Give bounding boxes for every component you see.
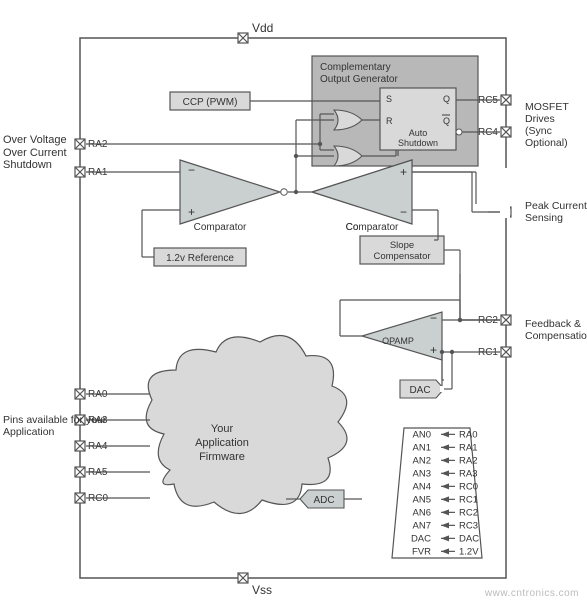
svg-text:−: − — [430, 311, 437, 325]
svg-text:R: R — [386, 116, 393, 126]
svg-text:+: + — [188, 205, 195, 219]
svg-text:Q: Q — [443, 94, 450, 104]
svg-text:Compensator: Compensator — [373, 251, 430, 262]
svg-text:−: − — [188, 163, 195, 177]
svg-text:Application: Application — [195, 437, 249, 449]
svg-text:AN6: AN6 — [413, 507, 431, 518]
svg-text:RA1: RA1 — [459, 442, 477, 453]
svg-text:DAC: DAC — [409, 385, 430, 396]
svg-text:RA3: RA3 — [459, 468, 477, 479]
svg-text:AN1: AN1 — [413, 442, 431, 453]
ext-label-feedback: Feedback & Compensation — [525, 318, 587, 342]
ext-label-shutdown: Over Voltage Over Current Shutdown — [3, 134, 67, 172]
svg-text:OPAMP: OPAMP — [382, 336, 414, 346]
svg-text:RA0: RA0 — [459, 429, 477, 440]
svg-text:AN4: AN4 — [413, 481, 431, 492]
svg-text:Auto: Auto — [409, 128, 428, 138]
svg-text:+: + — [400, 165, 407, 179]
svg-text:DAC: DAC — [411, 533, 431, 544]
svg-text:Shutdown: Shutdown — [398, 138, 438, 148]
ext-label-peak: Peak Current Sensing — [525, 200, 587, 224]
svg-text:Slope: Slope — [390, 240, 414, 251]
svg-text:S: S — [386, 94, 392, 104]
ext-label-app-pins: Pins available for your Application — [3, 414, 106, 438]
svg-text:Complementary: Complementary — [320, 62, 391, 73]
svg-text:RA2: RA2 — [459, 455, 477, 466]
svg-text:RC0: RC0 — [459, 481, 478, 492]
svg-text:AN2: AN2 — [413, 455, 431, 466]
svg-text:−: − — [400, 205, 407, 219]
svg-text:DAC: DAC — [459, 533, 479, 544]
svg-text:AN5: AN5 — [413, 494, 431, 505]
svg-text:Comparator: Comparator — [346, 222, 399, 233]
watermark: www.cntronics.com — [485, 588, 579, 599]
svg-text:RC1: RC1 — [459, 494, 478, 505]
svg-text:RC2: RC2 — [459, 507, 478, 518]
diagram-svg: RA2RA1RA0RA3RA4RA5RC0RC5RC4RC3RC2RC1Comp… — [0, 0, 587, 605]
svg-text:AN7: AN7 — [413, 520, 431, 531]
svg-text:+: + — [430, 343, 437, 357]
label-vdd: Vdd — [252, 22, 273, 36]
svg-text:Your: Your — [211, 423, 234, 435]
ext-label-mosfet: MOSFET Drives (Sync Optional) — [525, 101, 587, 149]
svg-text:ADC: ADC — [313, 495, 334, 506]
svg-text:Output Generator: Output Generator — [320, 74, 398, 85]
svg-text:CCP (PWM): CCP (PWM) — [183, 97, 238, 108]
svg-text:1.2V: 1.2V — [459, 546, 479, 557]
svg-text:FVR: FVR — [412, 546, 431, 557]
svg-text:Q: Q — [443, 116, 450, 126]
svg-text:AN3: AN3 — [413, 468, 431, 479]
svg-text:Firmware: Firmware — [199, 451, 245, 463]
svg-text:AN0: AN0 — [413, 429, 431, 440]
label-vss: Vss — [252, 584, 272, 598]
svg-text:RC3: RC3 — [459, 520, 478, 531]
svg-text:Comparator: Comparator — [194, 222, 247, 233]
svg-text:1.2v Reference: 1.2v Reference — [166, 253, 234, 264]
